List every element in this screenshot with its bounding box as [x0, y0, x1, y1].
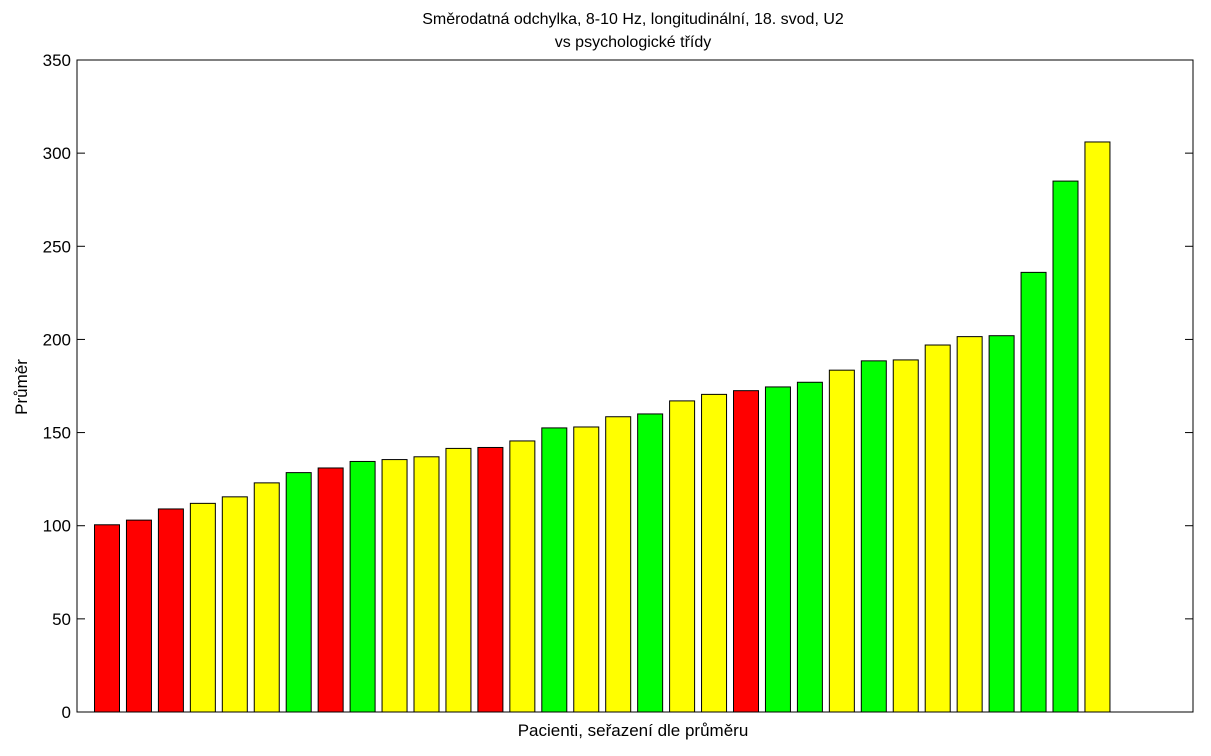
y-tick-label: 200 — [43, 330, 71, 349]
chart-subtitle: vs psychologické třídy — [555, 34, 712, 51]
bar-19 — [669, 400, 696, 713]
bar-1 — [94, 524, 120, 713]
bar-6 — [253, 482, 280, 713]
bar-30 — [1020, 271, 1047, 713]
bar-18 — [637, 413, 664, 713]
bar-2 — [125, 519, 152, 713]
bar-32 — [1084, 141, 1111, 713]
y-tick-label: 350 — [43, 51, 71, 70]
y-ticks: 0 50 100 150 200 250 300 350 — [43, 51, 1193, 722]
bar-29 — [988, 335, 1015, 713]
bar-13 — [477, 446, 504, 713]
bar-15 — [541, 427, 568, 713]
y-tick-label: 150 — [43, 424, 71, 443]
bar-21 — [733, 390, 759, 713]
bar-22 — [764, 386, 791, 713]
y-axis-label: Průměr — [12, 359, 31, 415]
y-tick-label: 250 — [43, 237, 71, 256]
y-tick-label: 0 — [62, 703, 71, 722]
bar-31 — [1052, 180, 1079, 713]
bar-26 — [892, 359, 919, 713]
bar-5 — [221, 496, 248, 713]
bar-17 — [605, 416, 632, 713]
bar-9 — [349, 460, 376, 713]
bar-11 — [413, 456, 440, 713]
bar-10 — [381, 459, 408, 713]
bar-3 — [157, 508, 184, 713]
bar-27 — [924, 344, 951, 713]
plot-area-frame — [76, 59, 1194, 713]
chart-title: Směrodatná odchylka, 8-10 Hz, longitudin… — [422, 11, 844, 28]
bar-28 — [956, 336, 983, 713]
bars — [94, 141, 1111, 713]
bar-25 — [860, 360, 887, 713]
x-axis-label: Pacienti, seřazení dle průměru — [518, 721, 749, 740]
bar-23 — [796, 381, 823, 713]
bar-14 — [509, 440, 536, 713]
bar-20 — [701, 393, 728, 713]
y-tick-label: 300 — [43, 144, 71, 163]
bar-4 — [189, 502, 216, 713]
bar-16 — [573, 426, 600, 713]
y-tick-label: 100 — [43, 517, 71, 536]
bar-24 — [828, 369, 855, 713]
bar-8 — [317, 467, 344, 713]
bar-7 — [285, 472, 312, 713]
bar-12 — [445, 447, 472, 713]
y-tick-label: 50 — [52, 610, 71, 629]
